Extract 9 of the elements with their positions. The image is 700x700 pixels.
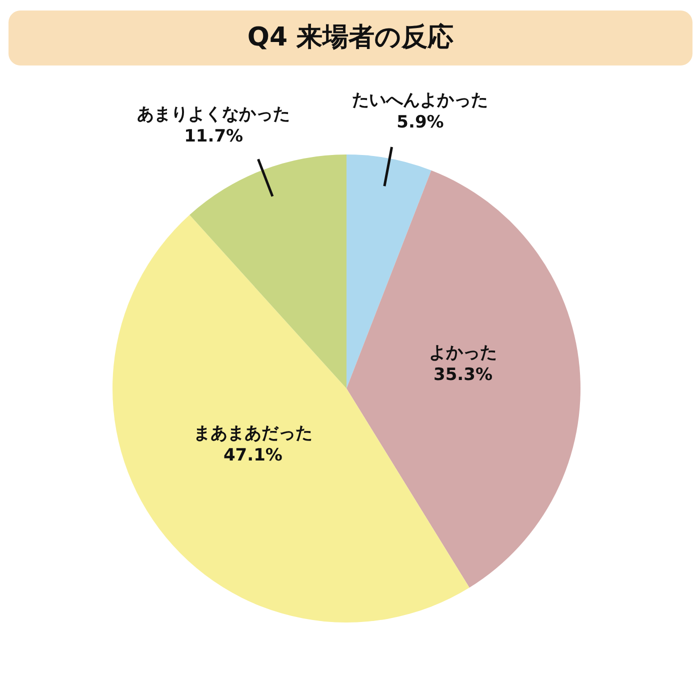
- slice-label: あまりよくなかった: [137, 104, 290, 124]
- slice-label: まあまあだった: [193, 424, 312, 444]
- chart-title: Q4 来場者の反応: [247, 22, 454, 52]
- data-label: 35.3%: [434, 364, 493, 385]
- slice-label: たいへんよかった: [352, 90, 488, 111]
- slice-label: よかった: [429, 342, 498, 363]
- data-label: 11.7%: [184, 126, 244, 146]
- data-label: 5.9%: [396, 112, 444, 133]
- data-label: 47.1%: [223, 446, 282, 466]
